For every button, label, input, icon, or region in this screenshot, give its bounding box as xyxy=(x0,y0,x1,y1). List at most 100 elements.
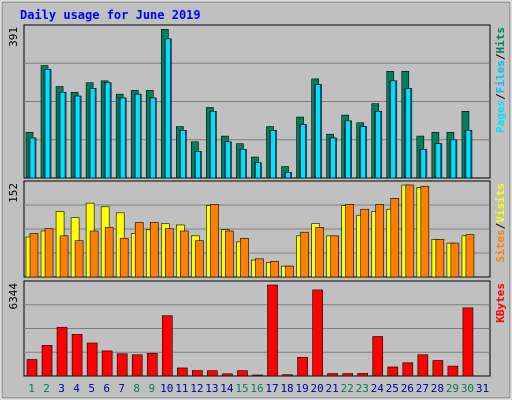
sites-bar xyxy=(315,227,324,278)
legend-visits: Visits xyxy=(494,183,507,223)
kbytes-bar xyxy=(342,373,353,377)
pages-bar xyxy=(195,151,201,179)
pages-bar xyxy=(134,93,141,179)
day-label: 7 xyxy=(118,382,125,395)
svg-text:Pages/Files/Hits: Pages/Files/Hits xyxy=(494,27,507,133)
day-label: 14 xyxy=(220,382,234,395)
day-label: 8 xyxy=(133,382,140,395)
pages-bar xyxy=(450,139,457,179)
pages-bar xyxy=(360,126,367,179)
day-label: 23 xyxy=(356,382,369,395)
sites-bar xyxy=(180,230,189,278)
svg-text:Sites/Visits: Sites/Visits xyxy=(494,183,507,263)
kbytes-bar xyxy=(222,373,233,377)
pages-bar xyxy=(164,38,171,179)
kbytes-bar xyxy=(41,345,53,377)
pages-bar xyxy=(180,130,186,179)
sites-bar xyxy=(44,228,54,278)
day-label: 11 xyxy=(175,382,188,395)
pages-bar xyxy=(29,137,36,179)
pages-bar xyxy=(240,149,246,179)
pages-bar xyxy=(435,143,442,179)
sites-bar xyxy=(390,198,400,278)
day-label: 17 xyxy=(265,382,278,395)
day-label: 28 xyxy=(431,382,444,395)
sites-bar xyxy=(270,260,279,278)
pages-bar xyxy=(89,88,96,179)
pages-bar xyxy=(285,171,291,179)
kbytes-bar xyxy=(387,366,399,377)
chart-title: Daily usage for June 2019 xyxy=(20,8,201,22)
day-label: 16 xyxy=(250,382,263,395)
day-label: 9 xyxy=(148,382,155,395)
kbytes-bar xyxy=(282,374,293,377)
kbytes-bar xyxy=(192,370,203,377)
visits-ymax-label: 152 xyxy=(7,183,20,203)
day-label: 24 xyxy=(371,382,385,395)
pages-bar xyxy=(44,69,51,179)
day-label: 13 xyxy=(205,382,218,395)
kbytes-bar xyxy=(357,373,369,377)
pages-bar xyxy=(119,97,126,179)
kbytes-bar xyxy=(146,353,158,377)
kbytes-bar xyxy=(417,354,429,377)
legend-kbytes: KBytes xyxy=(494,283,507,323)
day-labels: 1 2 3 4 5 6 7 8 9 10 11 12 13 14 15 16 17 18 19 20 21 22 23 24 2… xyxy=(28,382,489,395)
day-label: 26 xyxy=(401,382,414,395)
kbytes-bar xyxy=(101,350,113,377)
day-label: 2 xyxy=(43,382,50,395)
pages-bar xyxy=(225,141,231,179)
kbytes-bar xyxy=(86,342,98,377)
sites-bar xyxy=(345,204,354,278)
sites-bar xyxy=(210,204,219,278)
pages-bar xyxy=(59,91,66,179)
kbytes-bar xyxy=(161,315,173,377)
kbytes-bar xyxy=(252,374,263,377)
day-label: 25 xyxy=(386,382,399,395)
pages-bar xyxy=(405,88,412,179)
sites-bar xyxy=(360,208,370,278)
day-label: 27 xyxy=(416,382,429,395)
kbytes-bar xyxy=(26,359,38,377)
kbytes-bar xyxy=(432,360,444,377)
kbytes-bar xyxy=(297,357,308,377)
day-label: 30 xyxy=(461,382,474,395)
pages-bar xyxy=(255,162,261,179)
kbytes-panel xyxy=(23,280,491,377)
pages-bar xyxy=(74,95,81,179)
sites-bar xyxy=(375,204,385,278)
sites-bar xyxy=(420,185,430,278)
kbytes-bar xyxy=(56,326,68,377)
day-label: 15 xyxy=(235,382,248,395)
sites-bar xyxy=(29,233,39,278)
pages-bar xyxy=(330,137,336,179)
sites-bar xyxy=(240,237,249,278)
kbytes-bar xyxy=(131,354,143,377)
day-label: 1 xyxy=(28,382,35,395)
pages-bar xyxy=(390,80,397,179)
legend-hits: Hits xyxy=(494,27,507,54)
sites-bar xyxy=(255,258,264,278)
legend-sites: Sites xyxy=(494,229,507,262)
kbytes-bar xyxy=(462,307,474,377)
pages-bar xyxy=(270,130,276,179)
visits-sites-panel xyxy=(23,180,491,278)
day-label: 29 xyxy=(446,382,459,395)
kbytes-bar xyxy=(312,289,323,377)
day-label: 21 xyxy=(326,382,339,395)
kbytes-bar xyxy=(267,284,278,377)
legend-pages: Pages xyxy=(494,100,507,133)
kbytes-bar xyxy=(327,373,338,377)
sites-bar xyxy=(164,228,174,278)
pages-bar xyxy=(104,82,111,179)
kbytes-bar xyxy=(116,353,128,377)
day-label: 19 xyxy=(295,382,308,395)
day-label: 5 xyxy=(88,382,95,395)
day-label: 4 xyxy=(73,382,80,395)
kbytes-bar xyxy=(237,370,248,377)
day-label: 10 xyxy=(160,382,173,395)
sites-bar xyxy=(300,231,309,278)
svg-text:KBytes: KBytes xyxy=(494,283,507,323)
kbytes-bar xyxy=(71,334,83,377)
